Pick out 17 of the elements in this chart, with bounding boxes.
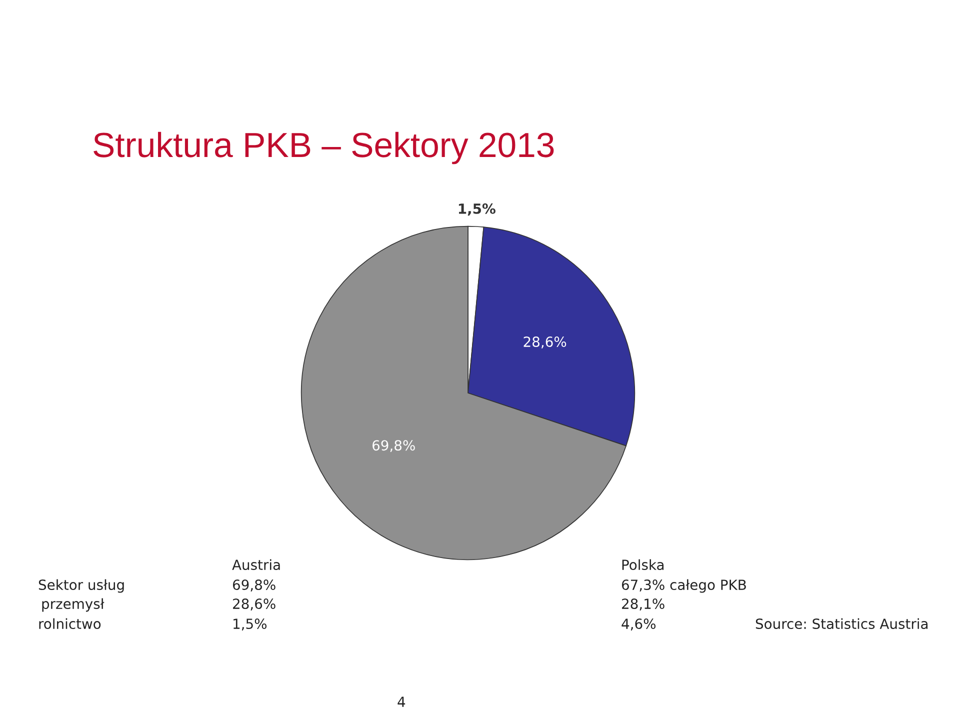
text: Sektor usług <box>38 579 124 593</box>
text: Polska <box>622 559 664 570</box>
text: 67,3% całego PKB <box>622 579 746 593</box>
text: 4 <box>398 696 406 707</box>
text: 4,6% <box>622 618 656 630</box>
data-label: 1,5% <box>458 203 496 216</box>
text: przemysł <box>42 598 104 612</box>
data-label: 28,6% <box>524 336 566 348</box>
text: 69,8% <box>232 580 276 592</box>
source-note: Source: Statistics Austria <box>756 618 928 630</box>
text: 28,1% <box>622 598 664 610</box>
chart-title: Struktura PKB – Sektory 2013 <box>94 132 554 164</box>
text: 1,5% <box>234 618 267 630</box>
text: rolnictwo <box>39 618 101 630</box>
text: 28,6% <box>233 598 276 610</box>
text: Austria <box>232 559 280 570</box>
data-label: 69,8% <box>372 440 415 452</box>
